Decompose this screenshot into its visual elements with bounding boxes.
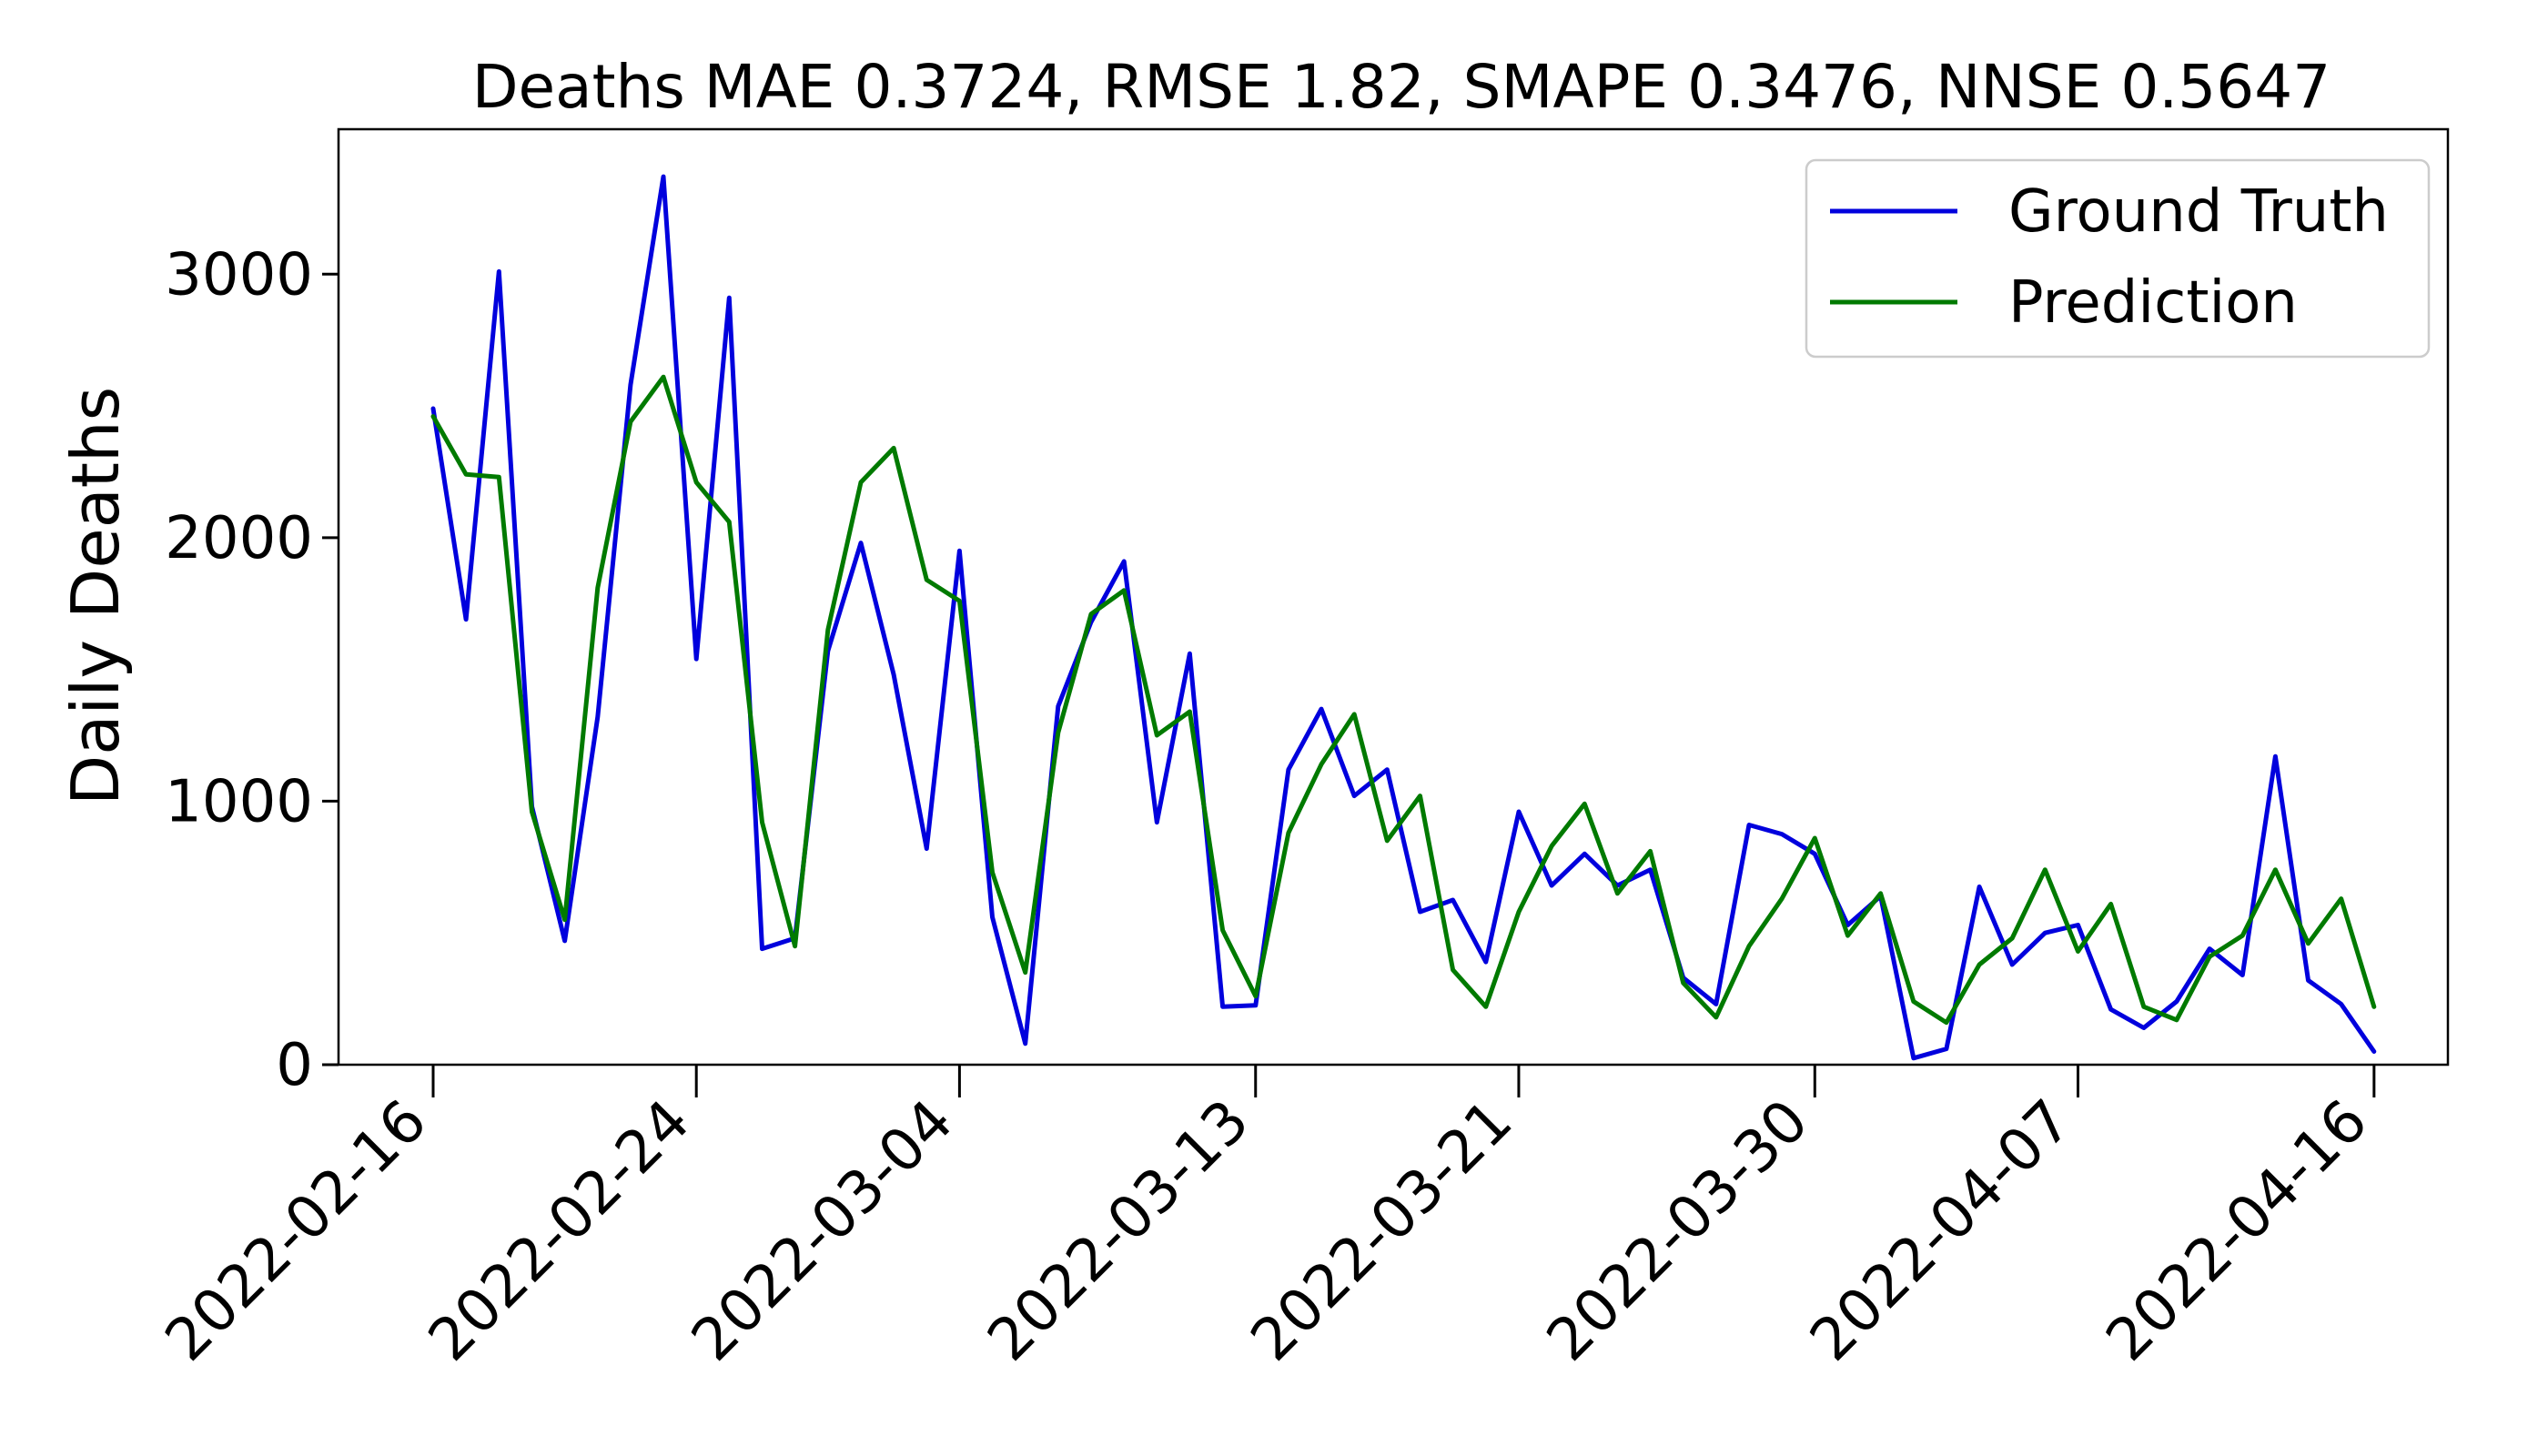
series-lines — [430, 174, 2377, 1061]
y-tick-label: 1000 — [165, 768, 313, 835]
x-tick-label: 2022-03-21 — [1239, 1087, 1525, 1374]
series-line-1 — [430, 374, 2377, 1026]
legend: Ground Truth Prediction — [1805, 158, 2431, 359]
series-line-0 — [430, 174, 2377, 1061]
x-tick-label: 2022-04-07 — [1797, 1087, 2084, 1374]
x-tick-label: 2022-03-30 — [1534, 1087, 1821, 1374]
y-tick-label: 0 — [276, 1032, 313, 1099]
x-tick-label: 2022-03-13 — [976, 1087, 1262, 1374]
x-tick-label: 2022-02-16 — [153, 1087, 440, 1374]
legend-box — [1805, 158, 2431, 359]
y-tick-label: 3000 — [165, 241, 313, 308]
chart-title: Deaths MAE 0.3724, RMSE 1.82, SMAPE 0.34… — [472, 52, 2331, 122]
y-tick-label: 2000 — [165, 505, 313, 572]
legend-label-1: Prediction — [2008, 269, 2298, 337]
x-tick-label: 2022-03-04 — [679, 1087, 966, 1374]
plot-frame — [337, 127, 2450, 1067]
legend-label-0: Ground Truth — [2008, 178, 2389, 246]
x-tick-label: 2022-02-24 — [416, 1087, 703, 1374]
y-axis-label: Daily Deaths — [57, 387, 134, 805]
x-tick-label: 2022-04-16 — [2094, 1087, 2381, 1374]
